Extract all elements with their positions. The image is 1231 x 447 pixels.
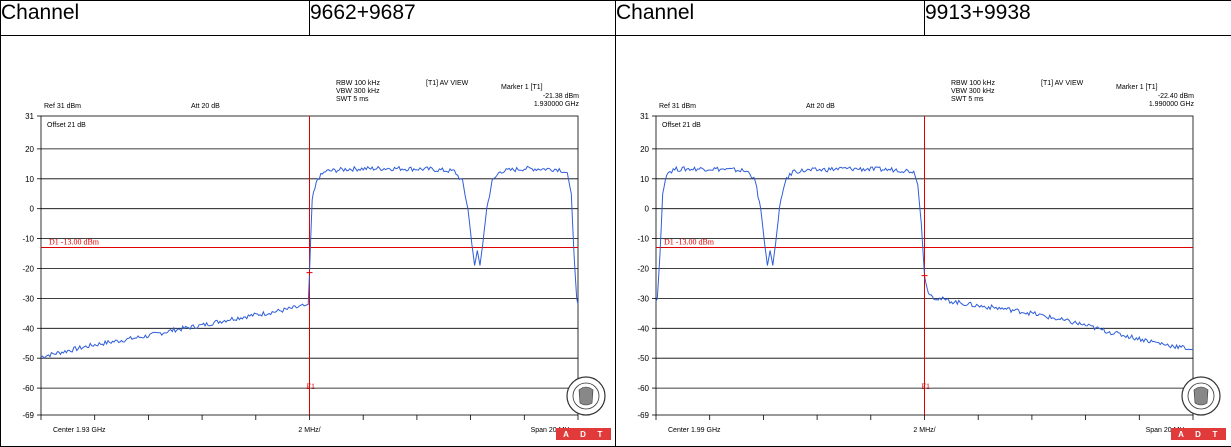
display-line-label: D1 -13.00 dBm (664, 238, 715, 247)
y-tick-label: -50 (637, 354, 649, 363)
y-tick-label: -69 (22, 411, 34, 420)
chart-cell-1: 31 20 10 0 -10 -20 -30 -40 -50 -60 -69 Ref 31 dBm At… (1, 36, 616, 447)
adt-logo-letter: D (580, 430, 586, 439)
y-tick-label: -60 (22, 384, 34, 393)
y-tick-label: 0 (645, 205, 650, 214)
y-tick-label: 20 (25, 145, 34, 154)
y-tick-label: 0 (30, 205, 35, 214)
marker-f1-label: F1 (307, 382, 315, 391)
marker-f1-label: F1 (922, 382, 930, 391)
y-tick-label: -60 (637, 384, 649, 393)
adt-logo-letter: D (1195, 430, 1201, 439)
display-line-label: D1 -13.00 dBm (49, 238, 100, 247)
offset-label: Offset 21 dB (662, 122, 701, 129)
y-tick-label: 10 (640, 175, 649, 184)
y-tick-label: -20 (22, 264, 34, 273)
offset-label: Offset 21 dB (47, 122, 86, 129)
center-frequency-label: Center 1.99 GHz (668, 427, 721, 434)
adt-logo-letter: T (598, 430, 603, 439)
marker-frequency: 1.930000 GHz (534, 101, 580, 108)
y-tick-label: -69 (637, 411, 649, 420)
y-tick-label: -50 (22, 354, 34, 363)
spectrum-chart-2: 31 20 10 0 -10 -20 -30 -40 -50 -60 -69 Ref 31 dBm At… (616, 36, 1230, 446)
y-tick-label: -10 (637, 235, 649, 244)
center-frequency-label: Center 1.93 GHz (53, 427, 106, 434)
marker-frequency: 1.990000 GHz (1149, 101, 1195, 108)
y-tick-label: 20 (640, 145, 649, 154)
y-tick-label: 31 (25, 112, 34, 121)
header-row: Channel 9662+9687 Channel 9913+9938 (1, 1, 1231, 36)
y-tick-label: -20 (637, 264, 649, 273)
chart-cell-2: 31 20 10 0 -10 -20 -30 -40 -50 -60 -69 Ref 31 dBm At… (616, 36, 1231, 447)
seal-emblem (579, 387, 593, 405)
y-tick-label: -30 (22, 294, 34, 303)
trace-mode-label: [T1] AV VIEW (426, 80, 469, 87)
y-tick-label: 31 (640, 112, 649, 121)
ref-level-label: Ref 31 dBm (659, 103, 696, 110)
trace-mode-label: [T1] AV VIEW (1041, 80, 1084, 87)
marker-point (307, 270, 313, 276)
channel-value-1: 9662+9687 (310, 1, 616, 36)
marker-level: -22.40 dBm (1158, 93, 1194, 100)
channel-label-2: Channel (616, 1, 925, 36)
division-label: 2 MHz/ (298, 427, 320, 434)
y-tick-label: -40 (22, 324, 34, 333)
vbw-label: VBW 300 kHz (336, 88, 380, 95)
division-label: 2 MHz/ (913, 427, 935, 434)
y-tick-label: -40 (637, 324, 649, 333)
swt-label: SWT 5 ms (336, 96, 369, 103)
y-tick-label: 10 (25, 175, 34, 184)
marker-level: -21.38 dBm (543, 93, 579, 100)
channel-label-1: Channel (1, 1, 310, 36)
channel-value-2: 9913+9938 (925, 1, 1231, 36)
attenuation-label: Att 20 dB (806, 103, 835, 110)
adt-logo-letter: T (1213, 430, 1218, 439)
y-tick-label: -30 (637, 294, 649, 303)
adt-logo-letter: A (1178, 430, 1184, 439)
vbw-label: VBW 300 kHz (951, 88, 995, 95)
marker-title: Marker 1 [T1] (501, 84, 543, 91)
rbw-label: RBW 100 kHz (951, 80, 995, 87)
rbw-label: RBW 100 kHz (336, 80, 380, 87)
marker-point (922, 273, 928, 279)
y-tick-label: -10 (22, 235, 34, 244)
marker-title: Marker 1 [T1] (1116, 84, 1158, 91)
seal-emblem (1194, 387, 1208, 405)
spectrum-chart-1: 31 20 10 0 -10 -20 -30 -40 -50 -60 -69 Ref 31 dBm At… (1, 36, 615, 446)
ref-level-label: Ref 31 dBm (44, 103, 81, 110)
swt-label: SWT 5 ms (951, 96, 984, 103)
attenuation-label: Att 20 dB (191, 103, 220, 110)
adt-logo-letter: A (563, 430, 569, 439)
